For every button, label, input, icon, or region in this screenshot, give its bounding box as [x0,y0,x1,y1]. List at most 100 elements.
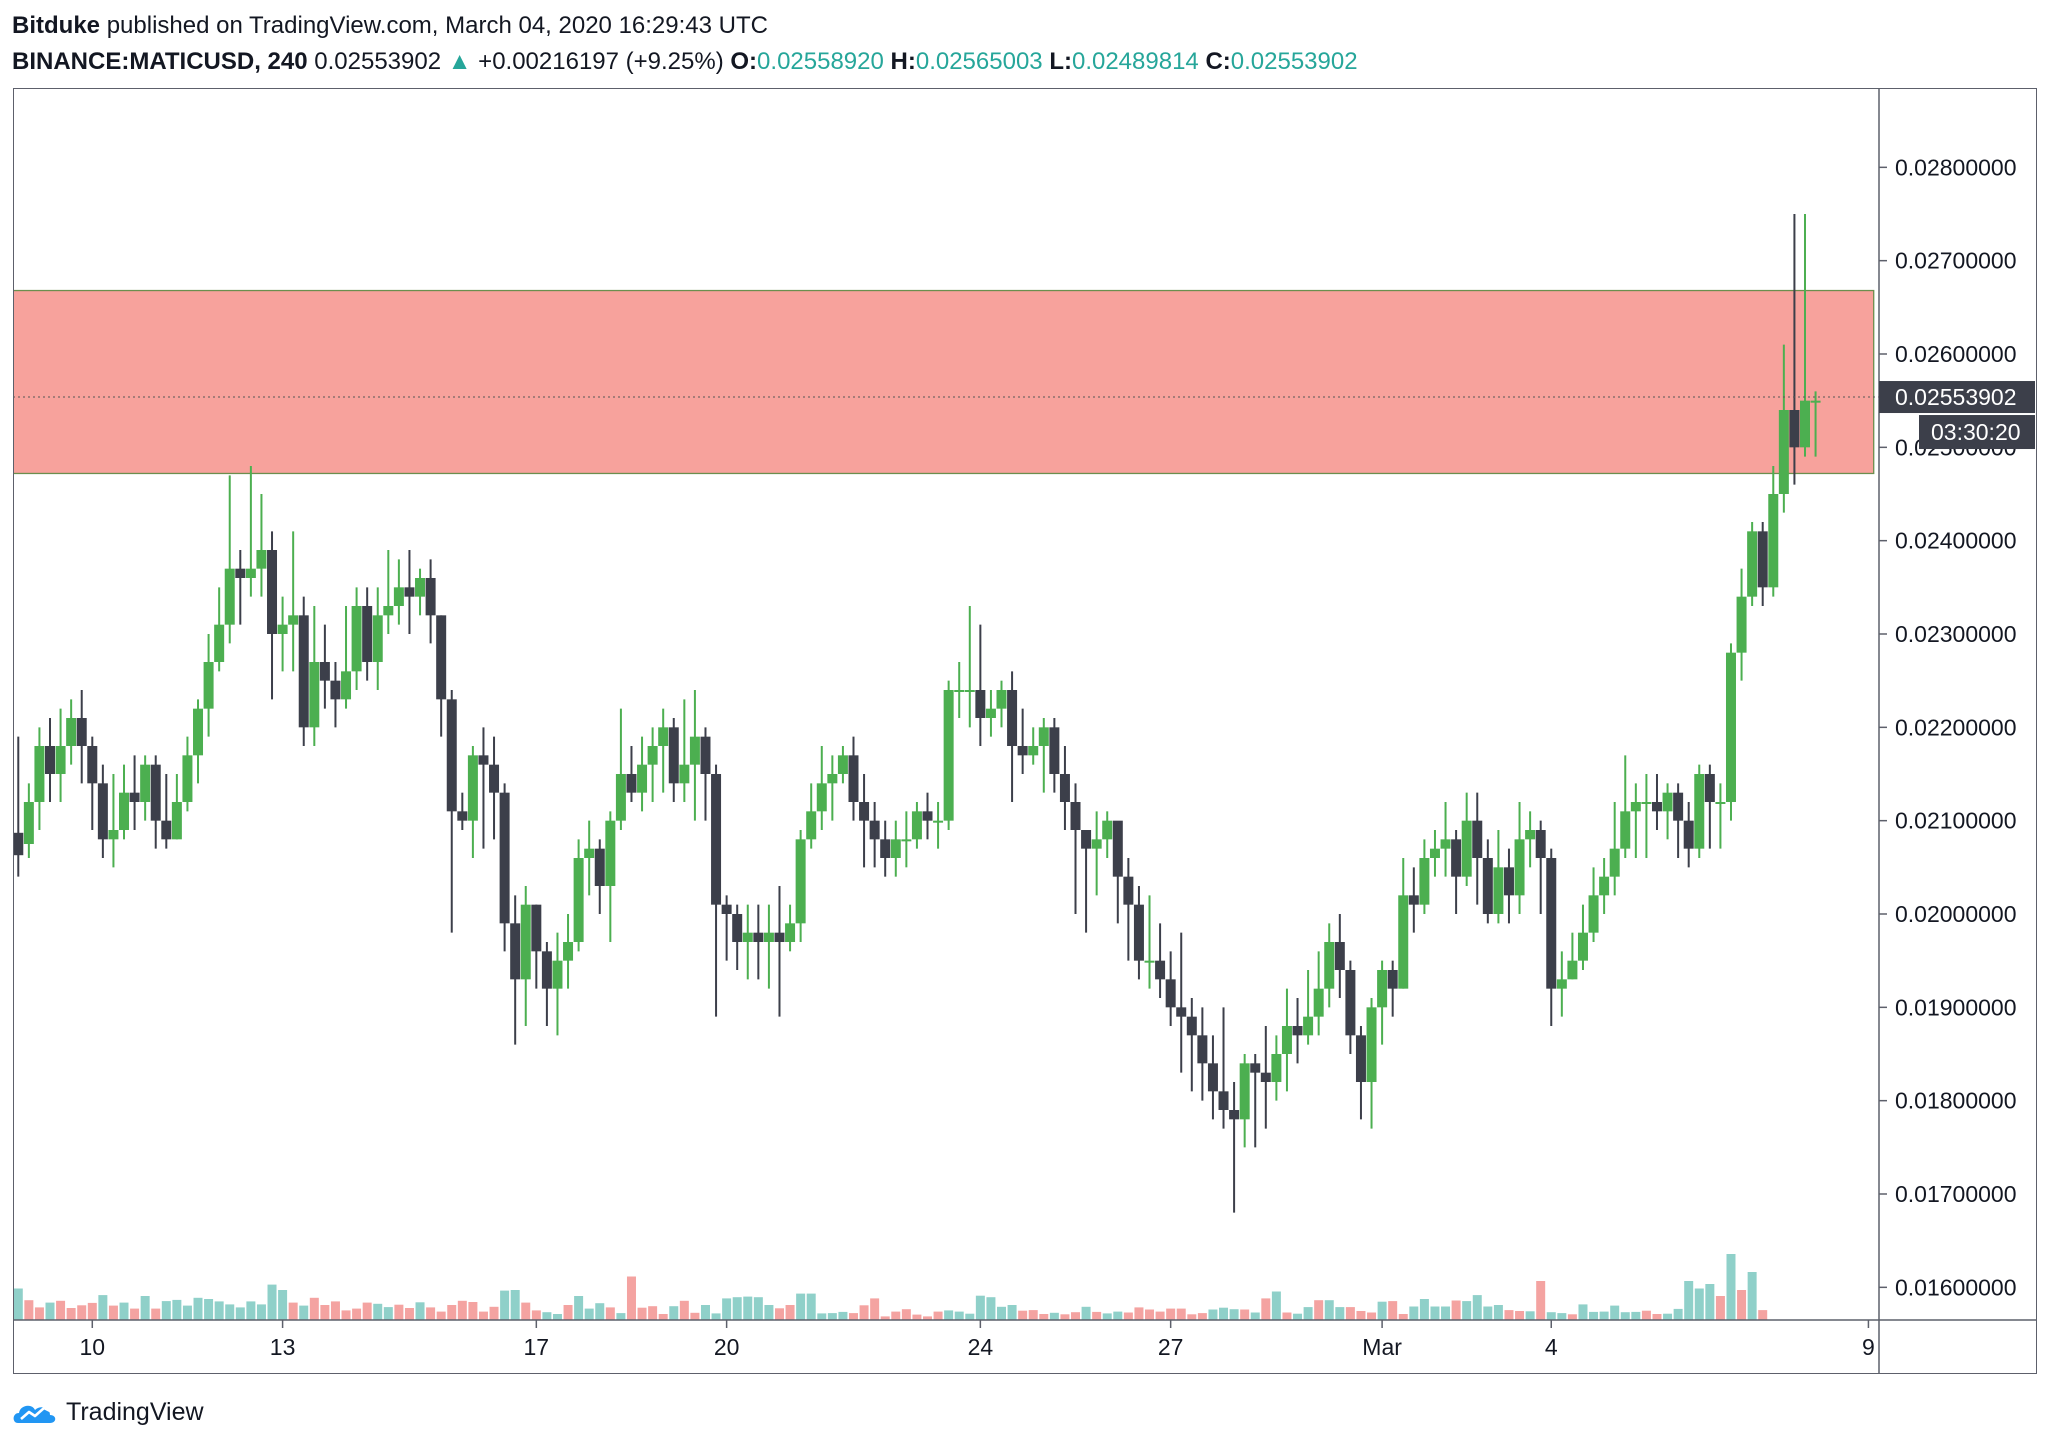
candle-body[interactable] [330,680,341,700]
candle-body[interactable] [1165,979,1176,1008]
candle-body[interactable] [615,774,626,821]
candle-body[interactable] [859,802,870,821]
candle-body[interactable] [1525,830,1536,840]
candle-body[interactable] [45,746,56,774]
candle-body[interactable] [1017,746,1028,756]
candle-body[interactable] [140,764,151,802]
candle-body[interactable] [1123,876,1134,905]
candle-body[interactable] [1630,802,1641,812]
candle-body[interactable] [1133,904,1144,961]
candle-body[interactable] [753,932,764,942]
candle-body[interactable] [76,718,87,746]
candle-body[interactable] [66,718,77,746]
candle-body[interactable] [774,932,785,942]
candle-body[interactable] [23,802,34,844]
price-chart[interactable]: 0.028000000.027000000.026000000.02500000… [13,88,2037,1374]
candle-body[interactable] [837,755,848,774]
candle-body[interactable] [436,615,447,700]
candle-body[interactable] [1250,1063,1261,1073]
candle-body[interactable] [224,568,235,625]
candle-body[interactable] [1324,942,1335,989]
candle-body[interactable] [97,783,108,840]
candle-body[interactable] [1081,830,1092,849]
candle-body[interactable] [1546,858,1557,989]
candle-body[interactable] [478,755,489,765]
candle-body[interactable] [1599,876,1610,896]
candle-body[interactable] [711,774,722,905]
candle-body[interactable] [1102,820,1113,840]
candle-body[interactable] [901,839,912,842]
candle-body[interactable] [1715,802,1726,804]
candle-body[interactable] [404,587,415,597]
candle-body[interactable] [256,550,267,569]
candle-body[interactable] [1239,1063,1250,1120]
candle-body[interactable] [1281,1026,1292,1054]
candle-body[interactable] [1567,960,1578,980]
candle-body[interactable] [721,904,732,914]
candle-body[interactable] [277,624,288,634]
candle-body[interactable] [1789,410,1800,448]
candle-body[interactable] [1260,1072,1271,1082]
candle-body[interactable] [1091,839,1102,849]
candle-body[interactable] [1704,774,1715,802]
candle-body[interactable] [182,755,193,802]
candle-body[interactable] [214,624,225,662]
candle-body[interactable] [1366,1007,1377,1082]
tradingview-brand[interactable]: TradingView [66,1397,204,1426]
candle-body[interactable] [1768,494,1779,588]
candle-body[interactable] [679,764,690,784]
candle-body[interactable] [1683,820,1694,849]
candle-body[interactable] [1398,895,1409,989]
candle-body[interactable] [341,671,352,700]
candle-body[interactable] [1292,1026,1303,1036]
candle-body[interactable] [1461,820,1472,877]
candle-body[interactable] [637,764,648,793]
candle-body[interactable] [1651,802,1662,812]
candle-body[interactable] [911,811,922,840]
candle-body[interactable] [1334,942,1345,970]
candle-body[interactable] [1028,746,1039,756]
candle-body[interactable] [1007,690,1018,746]
candle-body[interactable] [594,848,605,886]
candle-body[interactable] [605,820,616,886]
candle-body[interactable] [467,755,478,821]
candle-body[interactable] [1144,960,1155,963]
candle-body[interactable] [1176,1007,1187,1017]
candle-body[interactable] [584,848,595,858]
candle-body[interactable] [319,662,330,681]
candle-body[interactable] [668,727,679,784]
candle-body[interactable] [816,783,827,812]
candle-body[interactable] [785,923,796,942]
candle-body[interactable] [1810,400,1821,403]
candle-body[interactable] [763,932,774,942]
candle-body[interactable] [1440,839,1451,849]
candle-body[interactable] [193,708,204,756]
candle-body[interactable] [129,792,140,802]
candle-body[interactable] [425,578,436,616]
candle-body[interactable] [1609,848,1620,877]
candle-body[interactable] [1271,1054,1282,1082]
candle-body[interactable] [1377,970,1388,1008]
candle-body[interactable] [1345,970,1356,1036]
candle-body[interactable] [943,690,954,821]
candle-body[interactable] [1451,839,1462,877]
candle-body[interactable] [309,662,320,728]
candle-body[interactable] [351,606,362,672]
candle-body[interactable] [890,839,901,858]
candle-body[interactable] [87,746,98,784]
candle-body[interactable] [985,708,996,718]
candle-body[interactable] [795,839,806,924]
candle-body[interactable] [1155,960,1166,980]
candle-body[interactable] [1725,652,1736,802]
candle-body[interactable] [372,615,383,662]
candle-body[interactable] [1207,1063,1218,1092]
candle-body[interactable] [1641,802,1652,804]
candle-body[interactable] [869,820,880,840]
candle-body[interactable] [1038,727,1049,746]
candle-body[interactable] [1620,811,1631,849]
candle-body[interactable] [203,662,214,709]
candle-body[interactable] [1313,988,1324,1017]
candle-body[interactable] [658,727,669,746]
candle-body[interactable] [383,606,394,616]
candle-body[interactable] [975,690,986,718]
